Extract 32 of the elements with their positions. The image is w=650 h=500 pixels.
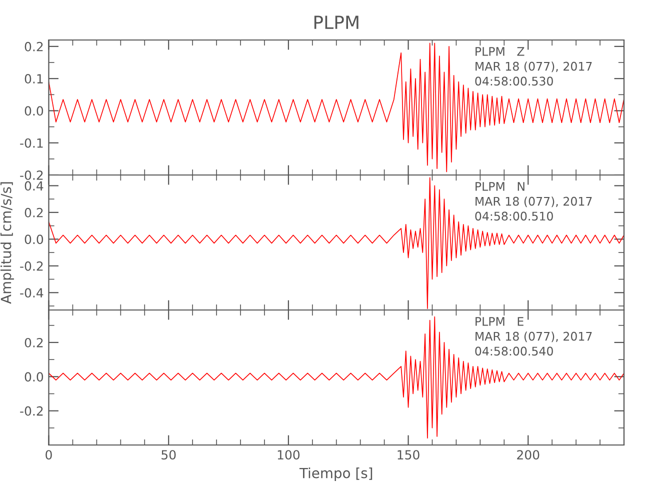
chart-title: PLPM — [314, 16, 358, 29]
y-tick-label: -0.2 — [20, 170, 43, 180]
x-tick-label: 200 — [517, 450, 540, 460]
annotation: 04:58:00.510 — [475, 212, 553, 221]
y-tick-label: 0.2 — [24, 338, 43, 348]
y-axis-title: Amplitud [cm/s/s] — [0, 182, 14, 304]
y-tick-label: 0.2 — [24, 42, 43, 52]
line-series — [48, 42, 624, 172]
y-tick-label: 0.0 — [24, 372, 44, 382]
y-tick-label: 0.1 — [24, 74, 43, 84]
annotation: PLPM Z — [476, 47, 524, 56]
y-tick-label: -0.2 — [20, 261, 43, 271]
annotation: PLPM E — [476, 317, 524, 326]
line-series — [48, 316, 624, 439]
x-tick-label: 0 — [46, 450, 52, 460]
x-tick-label: 50 — [162, 450, 176, 460]
y-tick-label: 0.4 — [24, 181, 44, 191]
annotation: PLPM N — [476, 182, 524, 191]
x-tick-label: 100 — [278, 450, 300, 460]
annotation: MAR 18 (077), 2017 — [476, 196, 592, 208]
y-tick-label: -0.1 — [20, 138, 43, 148]
annotation: 04:58:00.540 — [475, 346, 553, 356]
x-axis-title: Tiempo [s] — [299, 468, 372, 481]
annotation: MAR 18 (077), 2017 — [476, 332, 592, 342]
y-tick-label: 0.0 — [24, 234, 44, 244]
x-tick-label: 150 — [398, 450, 420, 460]
y-tick-label: 0.0 — [24, 106, 44, 116]
y-tick-label: -0.4 — [20, 288, 44, 298]
y-tick-label: 0.2 — [24, 208, 43, 218]
annotation: MAR 18 (077), 2017 — [476, 62, 592, 72]
y-tick-label: -0.2 — [20, 406, 43, 416]
annotation: 04:58:00.530 — [475, 76, 553, 86]
